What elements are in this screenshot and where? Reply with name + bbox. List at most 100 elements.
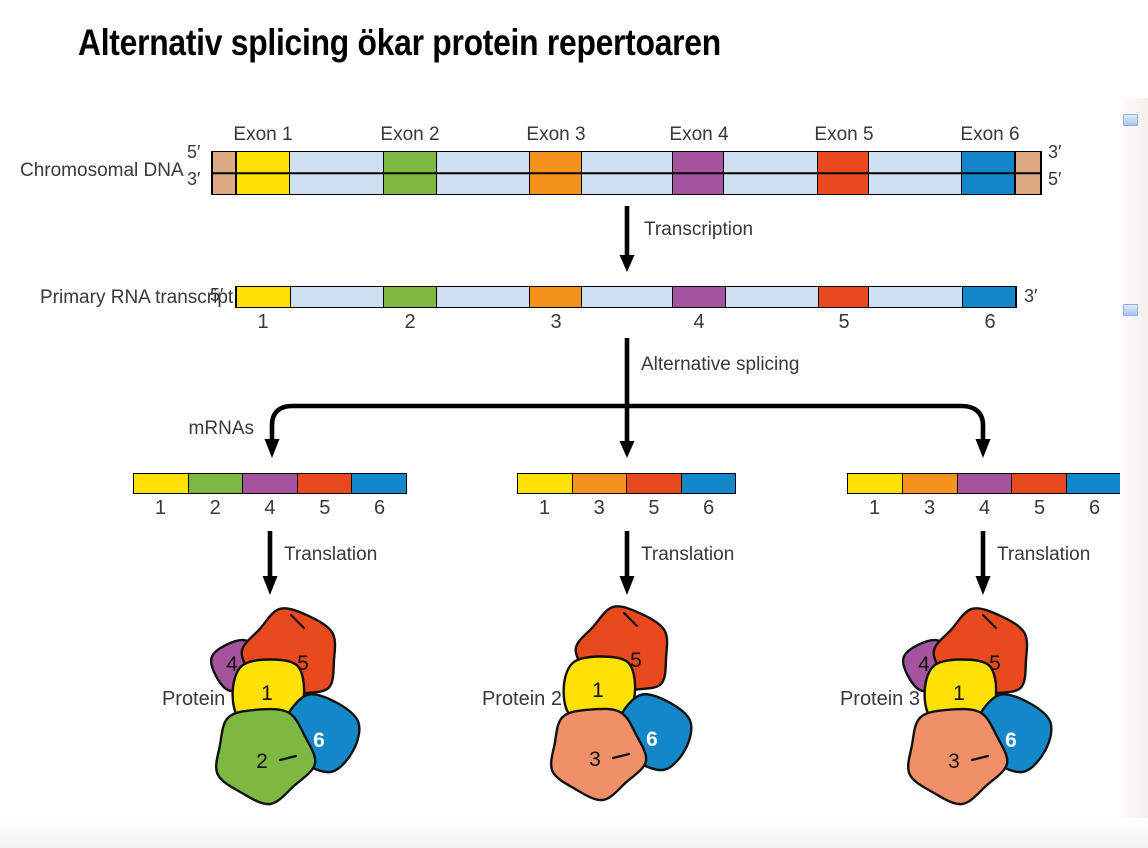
mrna-exon-3-segment	[901, 474, 957, 493]
mrna-exon-5-segment	[296, 474, 352, 493]
mrna-numbers-3: 1 3 4 5 6	[847, 497, 1122, 520]
mrna-exon-number: 5	[319, 497, 331, 519]
exon-1-segment	[236, 287, 291, 307]
translation-arrowhead-2	[619, 576, 635, 595]
right-edge-strip	[1120, 98, 1148, 818]
intron-segment	[582, 287, 672, 307]
domain-number: 3	[589, 748, 601, 771]
protein-2-label: Protein 2	[481, 688, 562, 710]
mrna-bar-1	[133, 473, 407, 494]
scroll-marker-bottom[interactable]	[1123, 304, 1138, 316]
domain-number: 1	[261, 682, 273, 705]
dna-three-prime-left: 3′	[187, 169, 201, 189]
domain-number: 5	[297, 652, 309, 675]
dna-strand-divider	[211, 172, 1042, 174]
mrna-exon-number: 2	[209, 497, 221, 519]
exon-label: Exon 1	[233, 124, 293, 145]
mrna-exon-number: 1	[538, 497, 550, 519]
translation-label-1: Translation	[284, 544, 378, 565]
mrna-exon-number: 1	[154, 497, 166, 519]
mrna-exon-1-segment	[848, 474, 902, 493]
rna-three-prime: 3′	[1024, 286, 1038, 306]
intron-segment	[869, 287, 963, 307]
protein-1-structure: 4 5 1 6 2	[209, 607, 361, 806]
mrna-exon-5-segment	[1011, 474, 1067, 493]
exon-label: Exon 3	[526, 124, 586, 145]
rna-five-prime: 5′	[210, 285, 224, 305]
exon-label: Exon 2	[380, 124, 440, 145]
splicing-center-arrowhead	[619, 441, 635, 458]
primary-rna-label: Primary RNA transcript	[40, 287, 234, 308]
domain-number: 6	[313, 729, 325, 752]
mrna-exon-6-segment	[351, 474, 406, 493]
mrna-exon-number: 5	[648, 497, 660, 519]
mrna-exon-2-segment	[187, 474, 243, 493]
domain-crease	[278, 754, 298, 762]
mrna-exon-number: 1	[868, 497, 881, 519]
rna-exon-number: 2	[404, 311, 416, 333]
mrna-exon-number: 3	[923, 497, 936, 519]
dna-five-prime-left: 5′	[187, 142, 201, 162]
intron-segment	[437, 287, 530, 307]
domain-crease	[981, 613, 998, 630]
exon-3-segment	[529, 287, 583, 307]
rna-exon-number: 1	[257, 311, 269, 333]
domain-number: 4	[226, 653, 238, 676]
mrna-exon-5-segment	[626, 474, 681, 493]
transcription-label: Transcription	[644, 219, 754, 240]
protein-1-label: Protein 1	[161, 688, 242, 710]
domain-number: 1	[953, 682, 965, 705]
exon-5-segment	[817, 287, 870, 307]
mrna-bar-3	[847, 473, 1122, 494]
domain-number: 4	[918, 653, 930, 676]
protein-3-structure: 4 5 1 6 3	[901, 607, 1053, 806]
intron-segment	[725, 287, 818, 307]
mrnas-label: mRNAs	[188, 418, 254, 439]
mrna-bar-2	[517, 473, 736, 494]
domain-crease	[970, 754, 990, 762]
mrna-exon-3-segment	[571, 474, 626, 493]
dna-three-prime-right: 3′	[1048, 142, 1062, 162]
exon-4-segment	[671, 287, 726, 307]
splicing-left-arrowhead	[264, 439, 280, 458]
intron-segment	[290, 287, 384, 307]
rna-exon-number: 4	[693, 311, 705, 333]
scroll-marker-top[interactable]	[1123, 114, 1138, 126]
primary-rna-bar	[235, 286, 1017, 308]
mrna-numbers-1: 1 2 4 5 6	[133, 497, 407, 520]
mrna-exon-number: 6	[703, 497, 715, 519]
protein-domain-3-blob	[549, 707, 648, 802]
exon-label: Exon 4	[669, 124, 729, 145]
mrna-numbers-2: 1 3 5 6	[517, 497, 736, 520]
domain-number: 3	[948, 750, 960, 773]
exon-label: Exon 5	[814, 124, 874, 145]
mrna-exon-number: 3	[593, 497, 605, 519]
protein-domain-3-blob	[907, 707, 1009, 806]
mrna-exon-number: 4	[978, 497, 991, 519]
mrna-exon-number: 6	[374, 497, 386, 519]
mrna-exon-4-segment	[242, 474, 297, 493]
protein-domain-2-blob	[215, 707, 317, 806]
translation-arrowhead-1	[262, 576, 278, 595]
rna-exon-number: 6	[984, 311, 996, 333]
domain-number: 5	[989, 652, 1001, 675]
domain-number: 6	[1005, 729, 1017, 752]
chromosomal-dna-label: Chromosomal DNA	[20, 160, 184, 181]
splicing-right-arrowhead	[975, 439, 991, 458]
mrna-exon-number: 4	[264, 497, 276, 519]
mrna-exon-1-segment	[134, 474, 188, 493]
protein-3-label: Protein 3	[839, 688, 920, 710]
mrna-exon-6-segment	[1066, 474, 1121, 493]
splicing-right-arrow	[961, 403, 986, 441]
bottom-edge-band	[0, 818, 1148, 848]
translation-label-2: Translation	[641, 544, 735, 565]
alternative-splicing-label: Alternative splicing	[641, 354, 800, 375]
domain-crease	[622, 611, 639, 628]
rna-exon-number: 3	[550, 311, 562, 333]
mrna-exon-4-segment	[956, 474, 1012, 493]
domain-crease	[289, 613, 306, 630]
splicing-left-arrow	[269, 403, 293, 441]
translation-arrowhead-3	[975, 576, 991, 595]
domain-number: 2	[256, 750, 268, 773]
